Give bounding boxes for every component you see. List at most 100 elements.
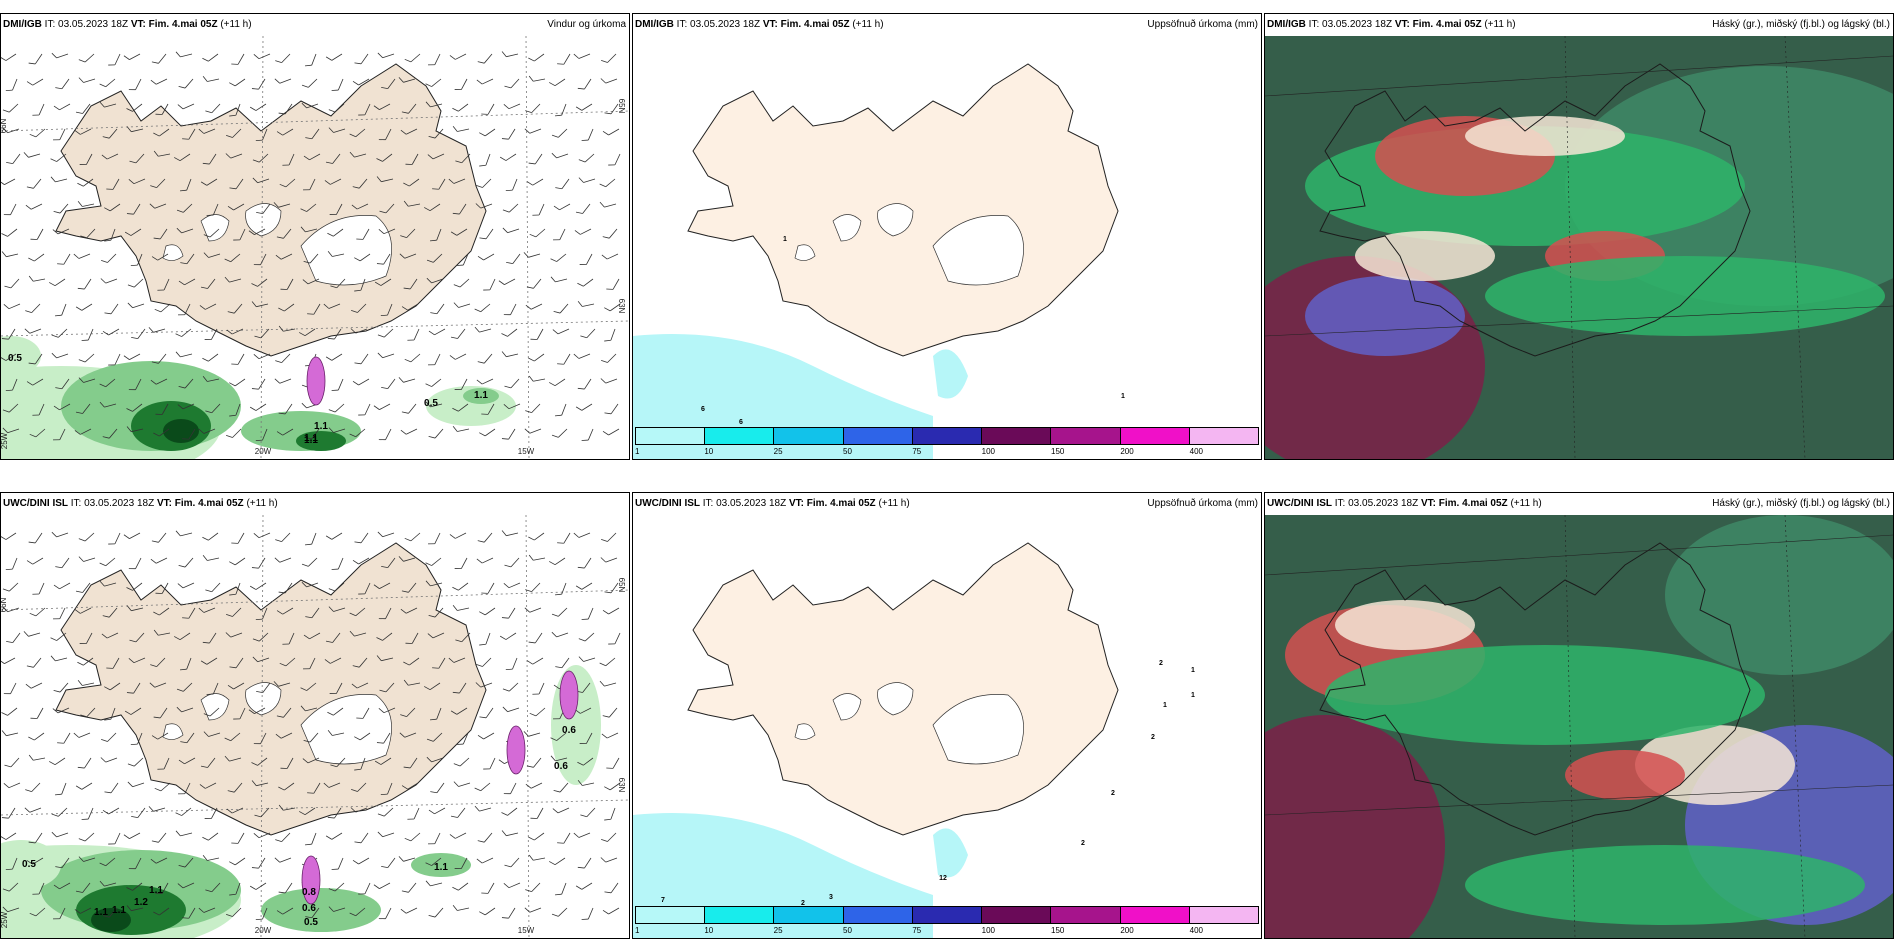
wind-barb-icon (554, 582, 567, 596)
wind-barb-icon (452, 682, 467, 694)
barb-feather (229, 82, 236, 87)
barb-shaft (262, 682, 271, 693)
barb-shaft (158, 53, 167, 64)
barb-shaft (561, 403, 567, 416)
wind-barb-icon (75, 582, 91, 593)
wind-barb-icon (449, 532, 467, 539)
precip-value-label: 1.1 (304, 433, 318, 444)
barb-feather (29, 433, 37, 438)
barb-feather (504, 864, 512, 868)
barb-feather (81, 818, 89, 820)
wind-barb-icon (78, 77, 96, 83)
barb-shaft (379, 582, 391, 589)
wind-barb-icon (104, 303, 119, 315)
wind-barb-icon (126, 682, 141, 694)
wind-barb-icon (305, 128, 320, 140)
wind-barb-icon (456, 253, 469, 266)
barb-shaft (239, 228, 246, 241)
barb-feather (331, 868, 339, 870)
barb-shaft (563, 53, 571, 65)
barb-feather (203, 713, 211, 717)
barb-shaft (211, 328, 218, 340)
barb-shaft (154, 203, 167, 209)
barb-feather (99, 401, 105, 408)
barb-shaft (535, 228, 546, 238)
legend-tick-label: 25 (773, 447, 783, 456)
barb-feather (405, 163, 413, 165)
barb-shaft (36, 707, 44, 719)
wind-barb-icon (256, 203, 271, 214)
barb-shaft (112, 178, 120, 190)
barb-shaft (333, 428, 346, 433)
barb-shaft (556, 253, 567, 262)
barb-shaft (489, 757, 496, 770)
barb-feather (274, 78, 281, 84)
wind-barb-icon (577, 78, 592, 90)
wind-barb-icon (528, 632, 543, 644)
panel-header: DMI/IGB IT: 03.05.2023 18Z VT: Fim. 4.ma… (633, 14, 1261, 36)
barb-feather (276, 715, 284, 718)
barb-feather (2, 427, 8, 433)
valid-time: Fim. 4.mai 05Z (806, 498, 876, 509)
wind-barb-icon (302, 278, 320, 285)
barb-feather (273, 681, 279, 687)
barb-feather (524, 907, 531, 913)
wind-barb-icon (29, 607, 46, 617)
barb-shaft (554, 78, 566, 87)
barb-shaft (332, 632, 341, 643)
barb-feather (575, 585, 583, 590)
barb-shaft (81, 303, 93, 311)
barb-shaft (383, 228, 396, 235)
barb-feather (4, 764, 12, 768)
legend-tick-label: 10 (704, 926, 714, 935)
barb-shaft (110, 782, 119, 794)
wind-barb-icon (178, 557, 194, 568)
barb-shaft (209, 632, 217, 644)
barb-shaft (232, 907, 242, 917)
barb-feather (28, 362, 36, 365)
barb-shaft (608, 707, 618, 718)
barb-feather (128, 179, 135, 184)
barb-feather (323, 782, 330, 788)
barb-shaft (282, 428, 294, 436)
barb-shaft (230, 632, 243, 638)
wind-barb-icon (274, 857, 292, 863)
barb-feather (524, 607, 531, 613)
barb-feather (474, 308, 481, 313)
barb-feather (227, 205, 234, 211)
wind-barb-icon (549, 378, 566, 387)
barb-shaft (281, 732, 293, 739)
barb-feather (99, 101, 105, 108)
barb-feather (474, 787, 481, 792)
barb-feather (53, 918, 60, 920)
lead-time: (+11 h) (1510, 498, 1542, 509)
barb-feather (449, 55, 456, 60)
wind-barb-icon (256, 682, 271, 693)
wind-barb-icon (403, 200, 421, 207)
barb-shaft (308, 557, 318, 567)
barb-feather (1, 56, 7, 61)
wind-barb-icon (328, 606, 346, 612)
barb-shaft (607, 832, 617, 842)
barb-shaft (483, 53, 493, 64)
precip-point-value: 7 (661, 897, 665, 904)
barb-feather (23, 152, 29, 158)
barb-feather (25, 683, 32, 689)
barb-feather (205, 589, 212, 593)
wind-barb-icon (452, 203, 467, 215)
wind-barb-icon (503, 882, 521, 889)
legend-tick-label: 400 (1189, 926, 1204, 935)
wind-barb-icon (178, 757, 196, 765)
barb-shaft (8, 582, 19, 592)
wind-barb-icon (328, 882, 345, 892)
barb-shaft (408, 882, 417, 893)
barb-feather (153, 432, 160, 437)
wind-barb-icon (525, 403, 541, 414)
wind-barb-icon (454, 857, 468, 869)
wind-barb-icon (501, 607, 516, 619)
barb-shaft (59, 907, 66, 919)
barb-feather (275, 839, 282, 843)
wind-barb-icon (577, 378, 592, 390)
precip-point-value: 12 (939, 875, 947, 882)
barb-shaft (38, 103, 45, 116)
